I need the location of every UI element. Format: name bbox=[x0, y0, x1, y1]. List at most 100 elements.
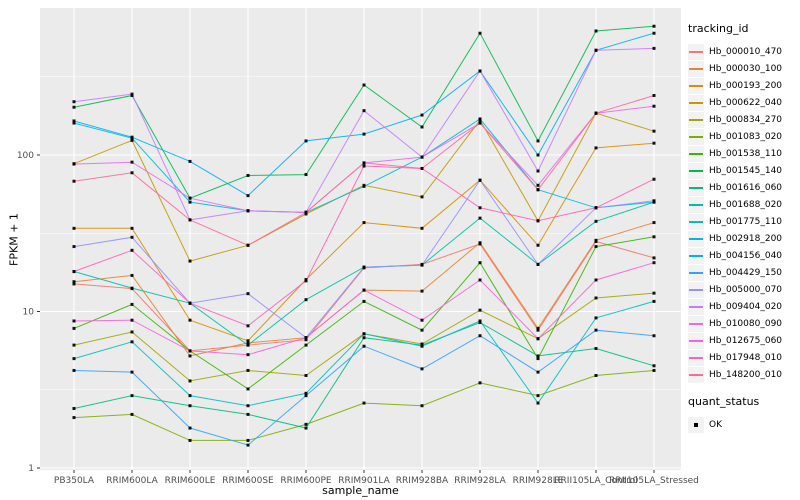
data-point bbox=[246, 387, 250, 391]
data-point bbox=[594, 219, 598, 223]
x-tick-label: RRIM600PE bbox=[280, 476, 332, 486]
data-point bbox=[188, 379, 192, 383]
legend-key-line-icon bbox=[689, 339, 703, 342]
legend-key bbox=[688, 77, 704, 94]
data-point bbox=[72, 162, 76, 166]
data-point bbox=[246, 443, 250, 447]
data-point bbox=[652, 334, 656, 338]
legend-item: Hb_009404_020 bbox=[688, 298, 800, 315]
legend-key bbox=[688, 162, 704, 179]
data-point bbox=[594, 29, 598, 33]
data-point bbox=[72, 226, 76, 230]
legend-item: Hb_000193_200 bbox=[688, 77, 800, 94]
data-point bbox=[188, 438, 192, 442]
data-point bbox=[72, 326, 76, 330]
legend-item-label: Hb_005000_070 bbox=[709, 284, 783, 295]
data-point bbox=[478, 261, 482, 265]
data-point bbox=[652, 93, 656, 97]
data-point bbox=[478, 319, 482, 323]
data-point bbox=[536, 188, 540, 192]
data-point bbox=[362, 83, 366, 87]
data-point bbox=[130, 302, 134, 306]
data-point bbox=[72, 245, 76, 249]
data-point bbox=[304, 338, 308, 342]
data-point bbox=[304, 391, 308, 395]
legend-key-line-icon bbox=[689, 135, 703, 138]
x-tick-label: RRIM928BA bbox=[396, 476, 449, 486]
data-point bbox=[246, 324, 250, 328]
data-point bbox=[304, 373, 308, 377]
data-point bbox=[478, 117, 482, 121]
data-point bbox=[72, 100, 76, 104]
legend-key bbox=[688, 366, 704, 383]
legend-key-line-icon bbox=[689, 288, 703, 291]
data-point bbox=[362, 109, 366, 113]
data-point bbox=[362, 288, 366, 292]
legend-item: Hb_000834_270 bbox=[688, 111, 800, 128]
data-point bbox=[536, 262, 540, 266]
data-point bbox=[652, 46, 656, 50]
x-tick-label: RRIM928LA bbox=[454, 476, 506, 486]
data-point bbox=[246, 368, 250, 372]
legend-key bbox=[688, 349, 704, 366]
data-point bbox=[478, 241, 482, 245]
legend-key-line-icon bbox=[689, 356, 703, 359]
data-point bbox=[246, 173, 250, 177]
data-point bbox=[420, 263, 424, 267]
data-point bbox=[304, 212, 308, 216]
data-point bbox=[478, 334, 482, 338]
data-point bbox=[478, 216, 482, 220]
legend-item: Hb_148200_010 bbox=[688, 366, 800, 383]
data-point bbox=[72, 270, 76, 274]
legend-title-quant-status: quant_status bbox=[688, 395, 760, 408]
data-point bbox=[188, 349, 192, 353]
legend-key bbox=[688, 298, 704, 315]
data-point bbox=[130, 286, 134, 290]
x-tick-label: PB350LA bbox=[54, 476, 95, 486]
data-point bbox=[130, 412, 134, 416]
legend-item-label: Hb_000010_470 bbox=[709, 46, 783, 57]
legend-item: Hb_005000_070 bbox=[688, 281, 800, 298]
data-point bbox=[652, 291, 656, 295]
data-point bbox=[652, 299, 656, 303]
legend-key-line-icon bbox=[689, 254, 703, 257]
legend: tracking_id Hb_000010_470 Hb_000030_100 Hb… bbox=[688, 22, 800, 433]
point-square-icon bbox=[694, 422, 698, 427]
data-point bbox=[72, 406, 76, 410]
data-point bbox=[594, 328, 598, 332]
data-point bbox=[420, 367, 424, 371]
legend-item-label: Hb_004429_150 bbox=[709, 267, 783, 278]
legend-key bbox=[688, 94, 704, 111]
data-point bbox=[420, 166, 424, 170]
data-point bbox=[188, 200, 192, 204]
y-tick-label: 10 bbox=[23, 308, 35, 318]
legend-item: Hb_000030_100 bbox=[688, 60, 800, 77]
data-point bbox=[536, 169, 540, 173]
data-point bbox=[478, 178, 482, 182]
data-point bbox=[246, 292, 250, 296]
data-point bbox=[652, 24, 656, 28]
legend-item-label: Hb_001545_140 bbox=[709, 165, 783, 176]
data-point bbox=[130, 248, 134, 252]
data-point bbox=[246, 404, 250, 408]
legend-item-label: Hb_012675_060 bbox=[709, 335, 783, 346]
legend-item-label: Hb_001083_020 bbox=[709, 131, 783, 142]
data-point bbox=[72, 179, 76, 183]
legend-item-label: Hb_002918_200 bbox=[709, 233, 783, 244]
plot-panel bbox=[40, 8, 681, 470]
data-point bbox=[246, 341, 250, 345]
x-tick-label: RRII105LA_Control bbox=[554, 476, 637, 486]
data-point bbox=[130, 370, 134, 374]
legend-item: Hb_002918_200 bbox=[688, 230, 800, 247]
x-tick-label: RRIM600LA bbox=[106, 476, 158, 486]
legend-item: Hb_001775_110 bbox=[688, 213, 800, 230]
data-point bbox=[478, 381, 482, 385]
data-point bbox=[188, 354, 192, 358]
data-point bbox=[652, 261, 656, 265]
data-point bbox=[478, 308, 482, 312]
legend-key bbox=[688, 179, 704, 196]
legend-key-line-icon bbox=[689, 373, 703, 376]
data-point bbox=[652, 104, 656, 108]
data-point bbox=[130, 394, 134, 398]
